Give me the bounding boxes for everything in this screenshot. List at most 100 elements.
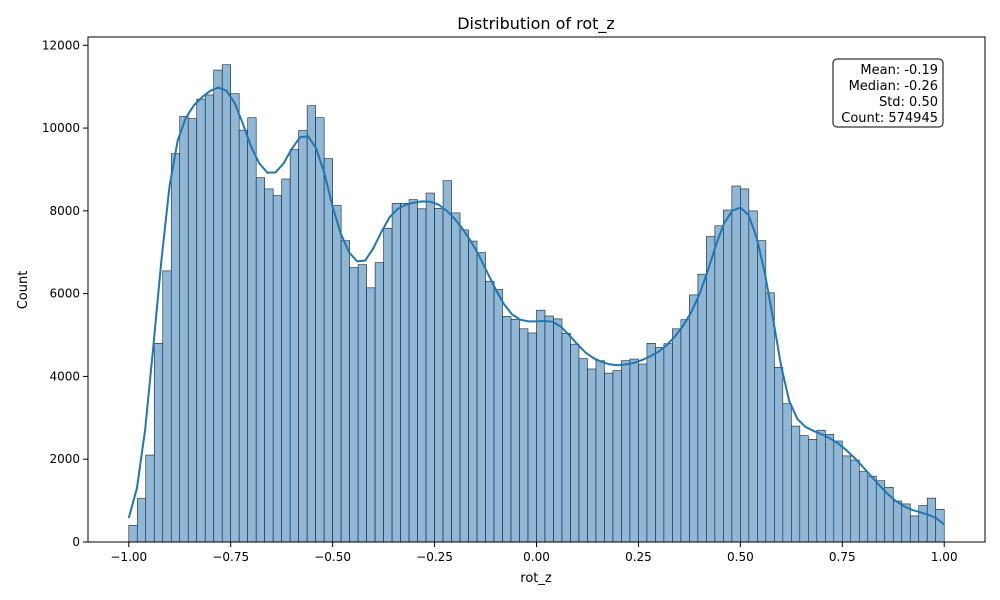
- histogram-bar: [825, 434, 835, 543]
- histogram-bar: [867, 475, 877, 543]
- histogram-bar: [170, 153, 181, 543]
- histogram-bar: [926, 497, 937, 543]
- histogram-bar: [570, 343, 580, 543]
- histogram-bar: [561, 333, 571, 543]
- histogram-bars: [128, 64, 945, 543]
- histogram-bar: [136, 498, 147, 543]
- histogram-bar: [238, 129, 248, 543]
- histogram-bar: [833, 440, 843, 543]
- histogram-bar: [527, 332, 537, 543]
- histogram-bar: [791, 425, 801, 543]
- y-axis-label: Count: [16, 271, 31, 310]
- histogram-bar: [621, 360, 631, 543]
- x-tick-label: 0.25: [625, 550, 652, 564]
- chart-title: Distribution of rot_z: [457, 14, 615, 34]
- histogram-bar: [374, 262, 384, 543]
- histogram-bar: [510, 318, 520, 543]
- y-tick-label: 10000: [42, 121, 80, 135]
- histogram-bar: [349, 267, 359, 543]
- histogram-bar: [442, 180, 452, 543]
- histogram-bar: [553, 318, 563, 543]
- stats-annotation: Mean: -0.19 Median: -0.26 Std: 0.50 Coun…: [832, 58, 944, 128]
- x-axis-ticks: −1.00 −0.75 −0.50 −0.25 0.00 0.25 0.50 0.75 1.00: [110, 542, 958, 564]
- histogram-bar: [892, 500, 903, 543]
- y-tick-label: 8000: [49, 204, 80, 218]
- histogram-bar: [629, 358, 639, 543]
- histogram-bar: [935, 508, 945, 543]
- histogram-bar: [162, 270, 172, 543]
- y-tick-label: 4000: [49, 369, 80, 383]
- histogram-bar: [383, 227, 393, 543]
- histogram-bar: [272, 195, 282, 543]
- histogram-bar: [587, 368, 597, 543]
- x-tick-label: 0.50: [727, 550, 754, 564]
- histogram-bar: [536, 309, 546, 543]
- histogram-bar: [366, 287, 376, 543]
- y-tick-label: 6000: [49, 287, 80, 301]
- x-tick-label: −1.00: [110, 550, 147, 564]
- histogram-bar: [723, 209, 733, 543]
- histogram-bar: [765, 292, 775, 543]
- histogram-bar: [595, 360, 605, 543]
- histogram-bar: [689, 294, 699, 543]
- histogram-bar: [740, 188, 750, 543]
- histogram-bar: [604, 372, 614, 543]
- histogram-bar: [315, 117, 325, 543]
- histogram-bar: [714, 225, 724, 543]
- histogram-bar: [332, 205, 342, 543]
- histogram-bar: [289, 149, 299, 543]
- histogram-bar: [391, 203, 401, 543]
- histogram-bar: [706, 236, 716, 543]
- histogram-bar: [400, 203, 410, 543]
- histogram-bar: [417, 208, 427, 543]
- histogram-bar: [578, 358, 588, 543]
- histogram-bar: [519, 328, 529, 543]
- y-tick-label: 2000: [49, 452, 80, 466]
- y-tick-label: 0: [72, 535, 80, 549]
- stats-mean: Mean: -0.19: [860, 63, 938, 78]
- histogram-bar: [672, 328, 682, 543]
- histogram-bar: [485, 280, 495, 543]
- histogram-bar: [782, 403, 792, 543]
- histogram-bar: [153, 343, 164, 543]
- histogram-bar: [357, 264, 367, 543]
- histogram-bar: [434, 208, 444, 543]
- histogram-bar: [799, 435, 809, 543]
- histogram-bar: [697, 273, 707, 543]
- stats-std: Std: 0.50: [879, 95, 938, 110]
- x-tick-label: 0.75: [829, 550, 856, 564]
- histogram-bar: [145, 454, 155, 543]
- histogram-bar: [909, 515, 920, 543]
- histogram-bar: [816, 429, 826, 543]
- histogram-bar: [340, 240, 350, 543]
- histogram-bar: [774, 367, 784, 543]
- histogram-bar: [255, 177, 265, 543]
- kde-line: [127, 86, 945, 526]
- histogram-bar: [612, 370, 622, 543]
- histogram-bar: [646, 343, 656, 543]
- histogram-bar: [128, 525, 138, 543]
- x-axis-label: rot_z: [520, 571, 552, 586]
- histogram-bar: [281, 178, 291, 543]
- histogram-bar: [247, 117, 257, 543]
- histogram-bar: [408, 199, 418, 543]
- y-axis-ticks: 0 2000 4000 6000 8000 10000 12000: [42, 38, 88, 549]
- histogram-bar: [680, 319, 690, 543]
- histogram-bar: [213, 69, 223, 543]
- histogram-bar: [748, 210, 758, 543]
- histogram-bar: [757, 240, 767, 543]
- histogram-bar: [638, 363, 648, 543]
- histogram-bar: [476, 252, 486, 543]
- histogram-bar: [663, 343, 673, 543]
- y-tick-label: 12000: [42, 38, 80, 52]
- histogram-bar: [425, 192, 435, 543]
- histogram-bar: [731, 185, 741, 543]
- histogram-bar: [221, 64, 232, 543]
- x-tick-label: −0.25: [416, 550, 453, 564]
- stats-annotation-box: [832, 58, 944, 128]
- histogram-bar: [323, 158, 333, 543]
- histogram-bar: [451, 212, 461, 543]
- histogram-bar: [918, 505, 928, 543]
- histogram-bar: [264, 188, 274, 543]
